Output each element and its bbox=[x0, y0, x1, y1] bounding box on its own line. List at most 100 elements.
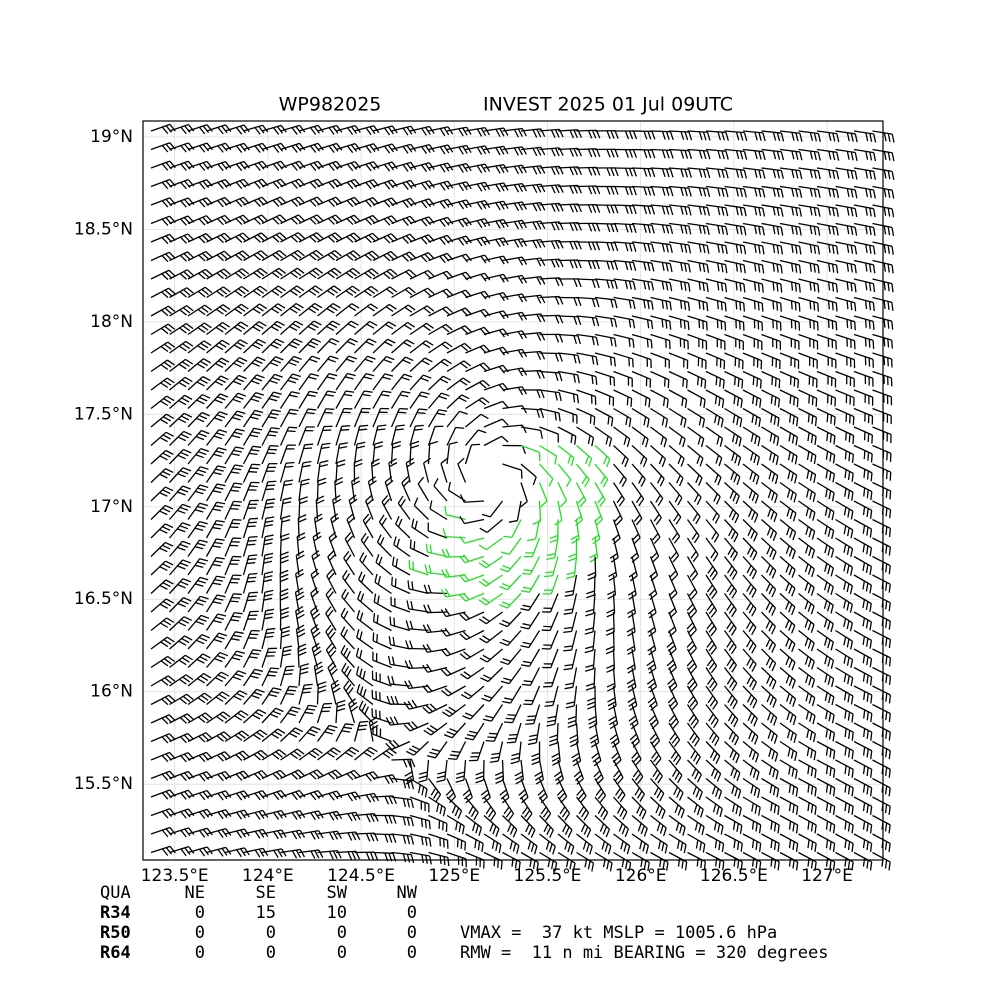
barb-feather bbox=[854, 245, 858, 255]
wind-barb bbox=[317, 250, 342, 262]
barb-feather bbox=[698, 206, 703, 215]
barb-feather bbox=[706, 226, 710, 235]
barb-staff bbox=[631, 167, 653, 170]
barb-staff bbox=[613, 204, 634, 207]
barb-feather bbox=[614, 205, 619, 214]
barb-feather bbox=[891, 190, 895, 199]
barb-feather bbox=[836, 189, 840, 199]
barb-feather bbox=[717, 187, 721, 197]
barb-feather bbox=[854, 189, 858, 199]
wind-barb bbox=[798, 130, 821, 142]
wind-barb bbox=[816, 148, 840, 161]
barb-feather bbox=[799, 151, 803, 161]
barb-feather bbox=[499, 220, 505, 228]
barb-feather bbox=[831, 301, 834, 311]
barb-feather bbox=[297, 249, 305, 257]
wind-barb bbox=[835, 241, 858, 255]
barb-feather bbox=[455, 426, 465, 429]
barb-feather bbox=[540, 202, 546, 211]
wind-barb bbox=[853, 259, 876, 274]
barb-feather bbox=[517, 220, 524, 229]
barb-feather bbox=[865, 244, 868, 253]
wind-barb bbox=[650, 259, 673, 273]
barb-feather bbox=[239, 216, 247, 224]
barb-feather bbox=[205, 233, 213, 241]
barb-feather bbox=[846, 319, 849, 328]
wind-barb bbox=[335, 160, 361, 172]
barb-feather bbox=[161, 200, 169, 208]
barb-feather bbox=[461, 236, 469, 245]
barb-feather bbox=[279, 214, 287, 222]
barb-feather bbox=[201, 252, 210, 260]
barb-feather bbox=[735, 150, 740, 160]
barb-feather bbox=[865, 169, 869, 179]
barb-feather bbox=[809, 169, 813, 179]
wind-barb bbox=[742, 167, 766, 179]
barb-feather bbox=[813, 188, 817, 198]
barb-feather bbox=[854, 152, 858, 161]
barb-feather bbox=[697, 376, 700, 386]
barb-feather bbox=[595, 260, 600, 270]
barb-feather bbox=[850, 301, 853, 311]
barb-feather bbox=[739, 207, 743, 216]
barb-feather bbox=[517, 128, 523, 137]
barb-feather bbox=[316, 196, 324, 204]
barb-feather bbox=[606, 242, 611, 251]
barb-feather bbox=[794, 282, 798, 292]
barb-feather bbox=[336, 143, 343, 151]
barb-feather bbox=[832, 132, 836, 142]
barb-feather bbox=[684, 131, 689, 141]
barb-feather bbox=[661, 168, 666, 178]
barb-feather bbox=[661, 224, 666, 234]
barb-feather bbox=[278, 267, 287, 274]
barb-feather bbox=[316, 214, 324, 222]
barb-feather bbox=[889, 490, 892, 500]
wind-barb bbox=[779, 259, 802, 274]
barb-feather bbox=[595, 185, 601, 195]
barb-feather bbox=[350, 144, 358, 152]
wind-barb bbox=[206, 160, 232, 172]
barb-feather bbox=[415, 424, 424, 427]
barb-feather bbox=[624, 167, 629, 177]
wind-barb bbox=[354, 161, 380, 172]
barb-feather bbox=[776, 264, 779, 273]
barb-feather bbox=[624, 242, 629, 252]
wind-barb bbox=[372, 161, 398, 172]
barb-feather bbox=[776, 169, 780, 179]
barb-feather bbox=[424, 181, 432, 190]
barb-feather bbox=[443, 163, 450, 172]
barb-feather bbox=[647, 224, 651, 234]
barb-feather bbox=[724, 264, 728, 274]
barb-feather bbox=[536, 221, 542, 230]
barb-feather bbox=[458, 146, 464, 155]
wind-barb bbox=[668, 222, 692, 235]
barb-feather bbox=[661, 131, 666, 140]
barb-feather bbox=[683, 320, 686, 330]
barb-feather bbox=[610, 167, 615, 177]
barb-feather bbox=[517, 239, 524, 248]
barb-staff bbox=[650, 148, 671, 152]
barb-feather bbox=[420, 200, 428, 209]
barb-feather bbox=[628, 130, 634, 140]
barb-feather bbox=[865, 262, 868, 272]
barb-feather bbox=[614, 242, 619, 252]
barb-feather bbox=[817, 264, 820, 274]
barb-feather bbox=[833, 416, 836, 426]
barb-feather bbox=[809, 132, 814, 141]
wind-barb bbox=[520, 183, 546, 194]
barb-feather bbox=[846, 244, 850, 253]
barb-feather bbox=[443, 200, 450, 208]
barb-feather bbox=[669, 150, 674, 159]
wind-barb bbox=[705, 222, 729, 236]
barb-feather bbox=[243, 143, 250, 151]
barb-feather bbox=[480, 201, 487, 209]
barb-feather bbox=[540, 147, 546, 156]
barb-feather bbox=[891, 340, 894, 349]
barb-feather bbox=[772, 281, 775, 291]
barb-feather bbox=[428, 198, 435, 206]
wind-barb bbox=[520, 238, 546, 249]
wind-barb bbox=[594, 167, 619, 177]
barb-feather bbox=[402, 164, 409, 172]
barb-feather bbox=[829, 434, 832, 443]
barb-feather bbox=[725, 188, 729, 198]
